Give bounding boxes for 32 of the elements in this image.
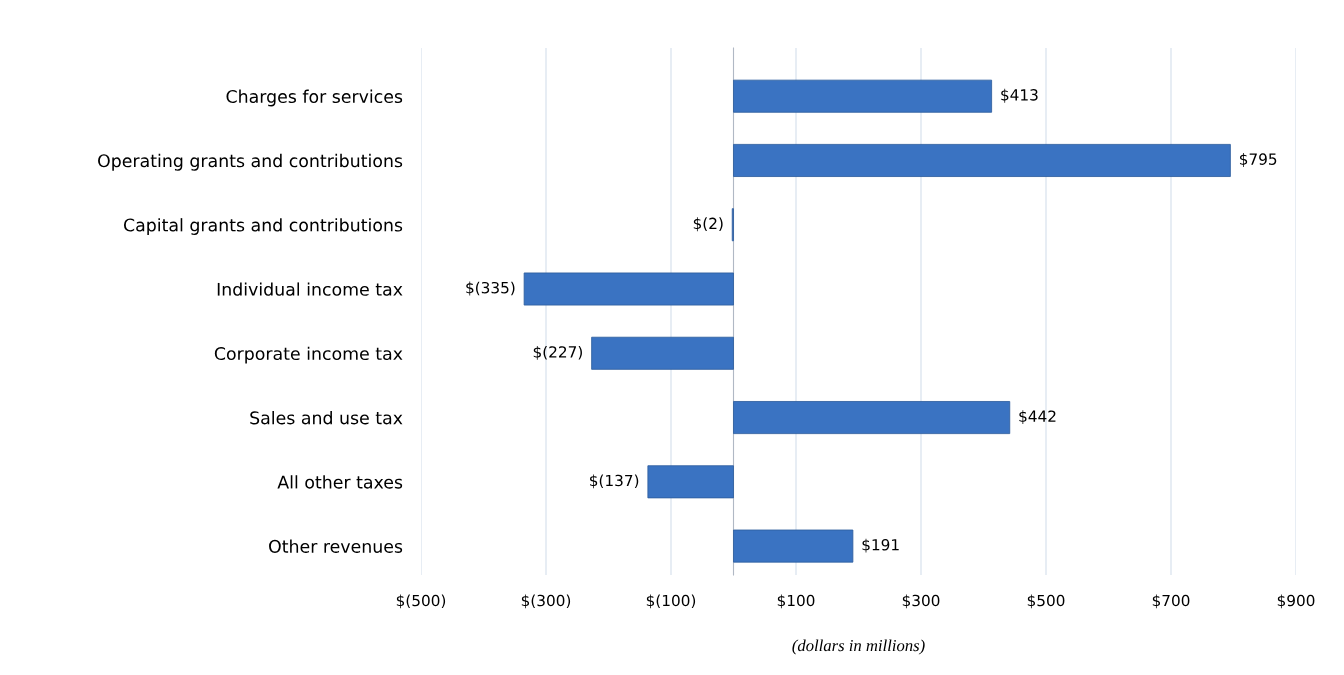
x-tick-label: $500 bbox=[1027, 594, 1065, 609]
bar bbox=[647, 465, 734, 499]
bar bbox=[733, 529, 854, 563]
data-label: $(227) bbox=[533, 345, 582, 360]
x-tick-label: $(500) bbox=[396, 594, 446, 609]
y-tick-label: All other taxes bbox=[277, 475, 403, 489]
data-label: $191 bbox=[862, 538, 899, 553]
x-tick-label: $(100) bbox=[646, 594, 696, 609]
y-tick-label: Corporate income tax bbox=[214, 346, 403, 364]
x-axis-title: (dollars in millions) bbox=[792, 639, 925, 655]
y-tick-label: Operating grants and contributions bbox=[98, 153, 403, 171]
data-label: $(137) bbox=[590, 474, 639, 489]
x-tick-label: $100 bbox=[777, 594, 815, 609]
data-label: $795 bbox=[1239, 153, 1277, 167]
y-tick-label: Individual income tax bbox=[217, 282, 403, 296]
bar bbox=[591, 336, 734, 370]
bar bbox=[733, 79, 993, 113]
y-tick-label: Capital grants and contributions bbox=[123, 218, 403, 235]
x-tick-label: $900 bbox=[1277, 594, 1315, 609]
x-tick-label: $300 bbox=[902, 594, 940, 609]
x-tick-label: $700 bbox=[1152, 594, 1190, 609]
bar bbox=[733, 143, 1231, 177]
data-label: $(335) bbox=[466, 281, 515, 296]
bar bbox=[733, 401, 1011, 435]
bar bbox=[523, 272, 734, 306]
y-tick-label: Other revenues bbox=[269, 539, 403, 553]
x-tick-label: $(300) bbox=[521, 594, 571, 609]
data-label: $442 bbox=[1019, 410, 1056, 424]
data-label: $413 bbox=[1001, 88, 1038, 103]
y-tick-label: Charges for services bbox=[226, 89, 403, 107]
data-label: $(2) bbox=[693, 217, 723, 232]
y-tick-label: Sales and use tax bbox=[250, 410, 403, 425]
